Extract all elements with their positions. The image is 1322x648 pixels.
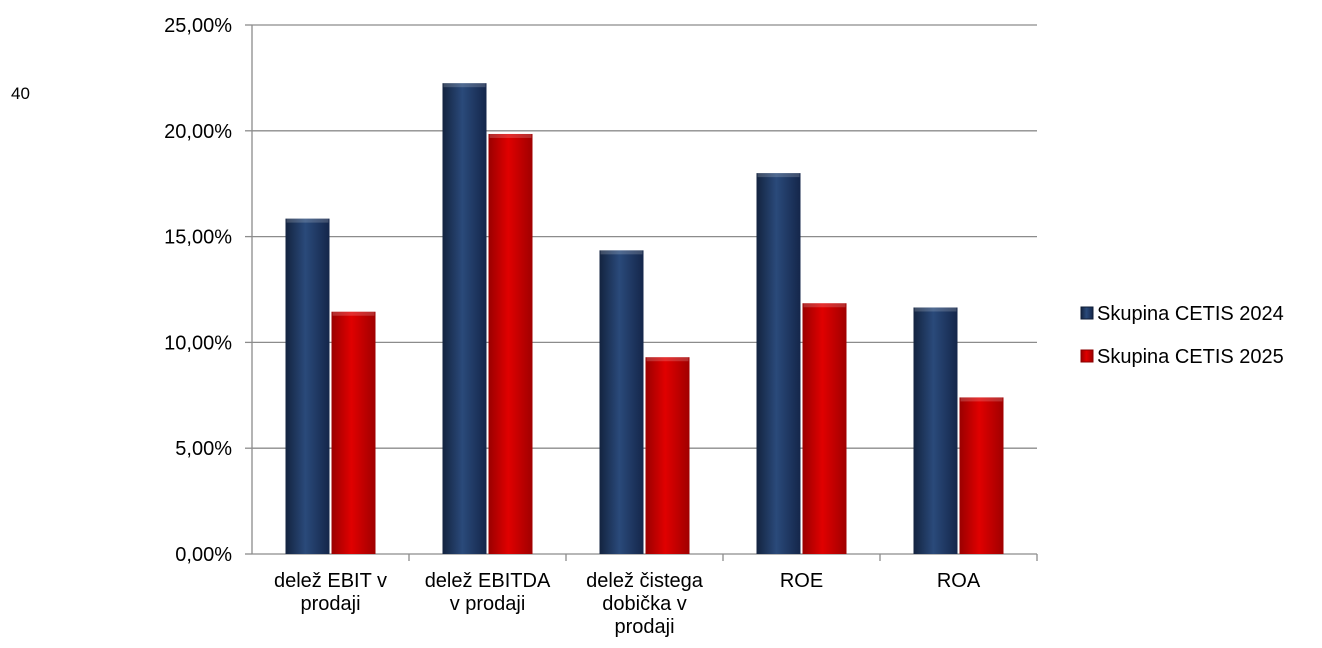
y-tick-label: 0,00% [175,544,232,566]
y-tick-label: 15,00% [164,227,232,249]
category-label-line: v prodaji [450,593,526,615]
category-label-line: prodaji [614,616,674,638]
category-label-line: delež EBITDA [425,570,551,592]
category-label: ROE [780,570,823,592]
bar-2024-0 [285,218,330,554]
bar-highlight [646,357,689,362]
category-label-line: prodaji [300,593,360,615]
bar-2025-1 [488,133,533,554]
y-tick-label: 5,00% [175,438,232,460]
y-tick-label: 10,00% [164,332,232,354]
bar-2025-0 [331,311,376,554]
legend-label-0: Skupina CETIS 2024 [1097,303,1284,325]
page-number: 40 [11,84,30,103]
bar-highlight [803,303,846,308]
category-label-line: ROA [937,570,981,592]
category-label-line: delež EBIT v [274,570,387,592]
category-label-line: delež čistega [586,570,704,592]
bar-2024-2 [599,250,644,554]
category-label-line: ROE [780,570,823,592]
category-label-line: dobička v [602,593,687,615]
y-axis: 0,00% 5,00% 10,00% 15,00% 20,00% 25,00% [164,15,1038,566]
bar-2025-3 [802,303,847,554]
category-label: delež čistega dobička v prodaji [586,570,704,638]
bar-2025-2 [645,357,690,554]
category-label: ROA [937,570,981,592]
bar-2024-1 [442,83,487,554]
category-label: delež EBITDA v prodaji [425,570,551,615]
bar-highlight [489,133,532,138]
legend-label-1: Skupina CETIS 2025 [1097,346,1284,368]
bar-highlight [757,173,800,178]
bars [285,83,1004,554]
bar-highlight [332,311,375,316]
y-tick-label: 25,00% [164,15,232,37]
legend-swatch-0 [1080,306,1094,320]
bar-2025-4 [959,397,1004,554]
bar-highlight [286,218,329,223]
category-label: delež EBIT v prodaji [274,570,387,615]
y-tick-label: 20,00% [164,121,232,143]
legend-swatch-1 [1080,349,1094,363]
legend: Skupina CETIS 2024 Skupina CETIS 2025 [1080,303,1284,368]
bar-highlight [960,397,1003,402]
bar-highlight [914,307,957,312]
bar-highlight [443,83,486,88]
bar-highlight [600,250,643,255]
bar-2024-4 [913,307,958,554]
bar-2024-3 [756,173,801,554]
gridlines [252,24,1037,449]
